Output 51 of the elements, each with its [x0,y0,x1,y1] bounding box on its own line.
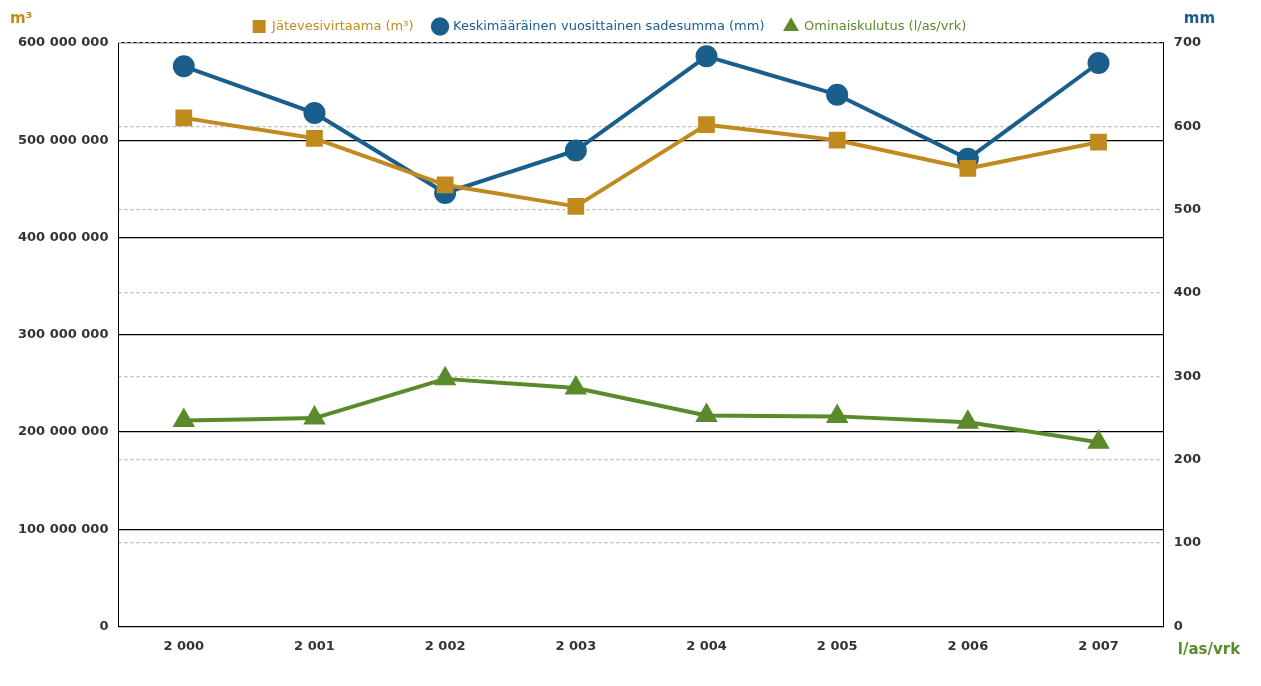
y-tick-label: 400 000 000 [17,228,109,244]
point [826,83,849,106]
y2-axis-title: mm [1183,9,1216,28]
x-tick-label: 2 004 [686,637,727,653]
y2-tick-label: 0 [1173,617,1183,633]
point [306,129,323,147]
point [434,365,457,386]
point [959,160,977,177]
y2-tick-label: 300 [1173,367,1201,383]
point [827,405,847,423]
point [172,55,195,78]
y-tick-label: 100 000 000 [17,520,109,536]
x-tick-label: 2 000 [163,637,205,653]
point [303,102,326,125]
point [172,407,195,428]
legend-label: Jätevesivirtaama (m³) [271,17,414,33]
y-tick-label: 0 [99,617,109,633]
y2-tick-label: 600 [1173,117,1201,133]
y-tick-label: 300 000 000 [17,326,109,342]
y-tick-label: 600 000 000 [17,34,109,50]
point [175,109,193,127]
x-tick-label: 2 005 [816,637,858,653]
legend-label: Keskimääräinen vuosittainen sadesumma (mm) [453,17,765,33]
y-tick-label: 200 000 000 [17,423,109,439]
point [564,139,587,162]
point [828,131,846,149]
x-tick-label: 2 003 [555,637,597,653]
y2-tick-label: 200 [1173,451,1201,467]
y2-tick-label: 700 [1173,34,1201,50]
x-tick-label: 2 006 [947,637,989,653]
x-tick-label: 2 001 [294,637,335,653]
point [436,176,454,194]
y-axis-title: m³ [10,9,33,28]
point [1088,431,1109,449]
y2-tick-label: 100 [1173,534,1201,550]
point [1087,52,1110,74]
text: l/as/vrk [1177,639,1242,658]
y2-tick-label: 400 [1173,284,1201,300]
x-tick-label: 2 002 [424,637,466,653]
point [566,377,586,395]
legend-label: Ominaiskulutus (l/as/vrk) [804,17,967,33]
x-tick-label: 2 007 [1078,637,1119,653]
point [304,407,325,425]
point [958,411,978,429]
point [695,402,718,423]
y2-tick-label: 500 [1173,201,1201,217]
point [1090,133,1107,151]
point [695,45,718,68]
point [567,197,585,215]
y-tick-label: 500 000 000 [17,131,109,147]
point [698,116,715,134]
